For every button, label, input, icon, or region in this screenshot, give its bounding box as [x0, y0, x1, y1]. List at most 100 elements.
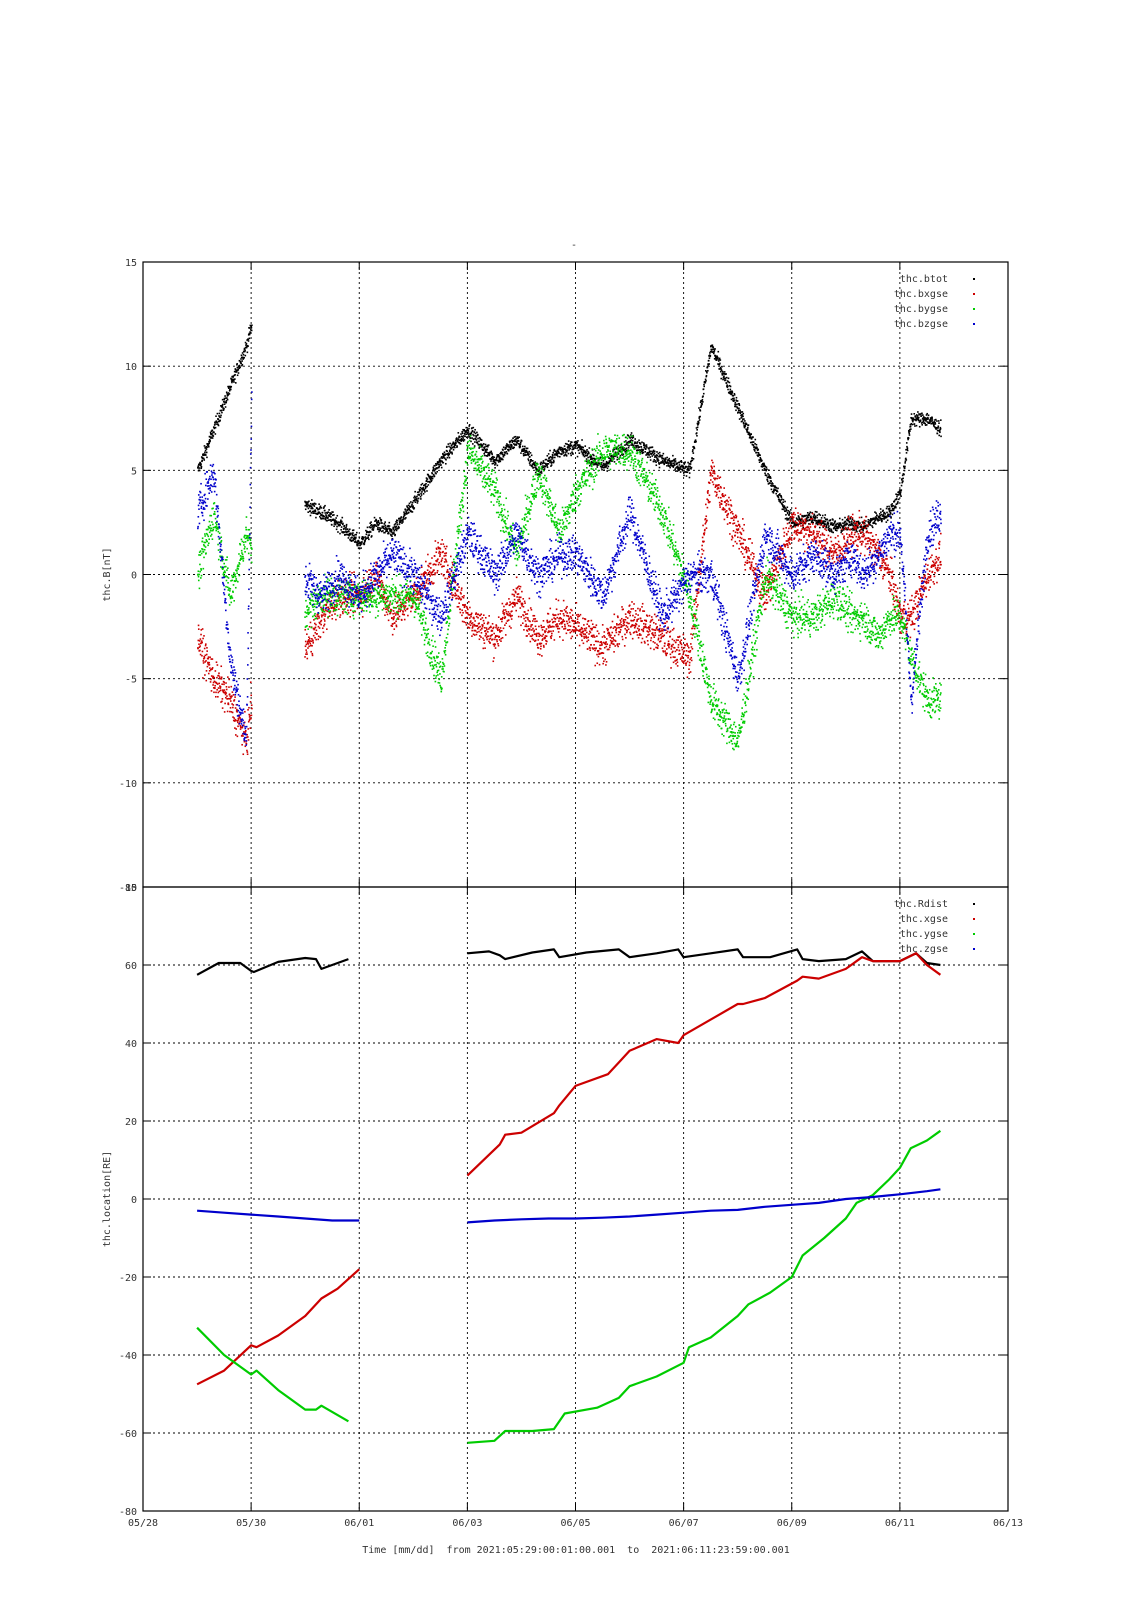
- data-point: [677, 636, 680, 639]
- data-point: [645, 446, 648, 448]
- data-point: [241, 360, 243, 362]
- data-point: [322, 609, 325, 611]
- data-point: [470, 612, 473, 615]
- data-point: [468, 425, 471, 427]
- data-point: [305, 653, 307, 655]
- data-point: [665, 458, 667, 461]
- data-point: [455, 589, 458, 592]
- data-point: [509, 444, 511, 446]
- data-point: [791, 522, 793, 524]
- data-point: [496, 640, 498, 643]
- data-point: [304, 508, 307, 511]
- data-point: [522, 449, 524, 452]
- data-point: [624, 633, 626, 636]
- data-point: [228, 393, 231, 395]
- data-point: [488, 615, 490, 617]
- data-point: [537, 647, 540, 649]
- data-point: [731, 390, 733, 393]
- data-point: [428, 475, 431, 478]
- data-point: [338, 599, 341, 601]
- data-point: [527, 625, 530, 628]
- data-point: [814, 510, 817, 513]
- data-point: [921, 421, 924, 424]
- data-point: [718, 357, 721, 360]
- data-point: [323, 618, 326, 621]
- data-point: [314, 510, 317, 513]
- data-point: [402, 521, 404, 523]
- data-point: [688, 672, 691, 674]
- data-point: [706, 371, 708, 374]
- data-point: [651, 446, 654, 448]
- data-point: [891, 507, 894, 510]
- data-point: [639, 617, 642, 620]
- data-point: [873, 518, 875, 520]
- data-point: [466, 431, 469, 434]
- data-point: [890, 509, 893, 512]
- data-point: [615, 631, 618, 634]
- data-point: [546, 621, 549, 624]
- data-point: [409, 599, 411, 602]
- data-point: [472, 433, 474, 436]
- data-point: [495, 635, 498, 638]
- data-point: [323, 623, 326, 626]
- data-point: [428, 480, 431, 483]
- data-point: [248, 719, 251, 722]
- data-point: [770, 488, 773, 491]
- data-point: [383, 528, 386, 530]
- data-point: [452, 446, 454, 449]
- data-point: [308, 641, 311, 643]
- data-point: [603, 462, 605, 465]
- data-point: [326, 610, 329, 613]
- data-point: [612, 627, 615, 630]
- data-point: [465, 426, 468, 429]
- data-point: [213, 676, 216, 679]
- data-point: [553, 460, 555, 463]
- data-point: [550, 637, 552, 640]
- data-point: [619, 446, 621, 449]
- data-point: [497, 629, 499, 632]
- data-point: [742, 421, 745, 424]
- data-point: [501, 620, 503, 623]
- data-point: [440, 466, 443, 469]
- data-point: [900, 495, 902, 498]
- data-point: [226, 695, 228, 697]
- data-point: [765, 474, 768, 477]
- data-point: [619, 629, 622, 631]
- data-point: [493, 461, 496, 464]
- data-point: [369, 587, 372, 590]
- data-point: [587, 450, 589, 453]
- data-point: [250, 704, 253, 707]
- data-point: [329, 519, 332, 521]
- data-point: [447, 571, 450, 573]
- data-point: [784, 510, 786, 512]
- data-point: [509, 614, 512, 617]
- data-point: [606, 461, 609, 464]
- data-point: [313, 619, 315, 621]
- data-point: [580, 631, 582, 634]
- data-point: [878, 513, 881, 515]
- data-point: [603, 466, 606, 469]
- data-point: [672, 459, 674, 462]
- data-point: [642, 630, 645, 633]
- data-point: [912, 420, 914, 423]
- data-point: [415, 577, 418, 580]
- data-point: [433, 569, 435, 572]
- data-point: [625, 616, 627, 618]
- data-point: [394, 528, 397, 531]
- data-point: [229, 385, 232, 388]
- data-point: [675, 639, 678, 641]
- data-point: [633, 603, 635, 605]
- data-point: [532, 627, 534, 630]
- data-point: [424, 571, 426, 573]
- data-point: [395, 521, 397, 523]
- data-point: [440, 464, 442, 466]
- data-point: [349, 533, 352, 536]
- data-point: [245, 344, 247, 346]
- data-point: [201, 641, 203, 644]
- data-point: [373, 516, 376, 519]
- data-point: [454, 581, 457, 584]
- data-point: [860, 516, 863, 519]
- data-point: [666, 465, 668, 467]
- data-point: [787, 517, 790, 520]
- data-point: [582, 451, 584, 454]
